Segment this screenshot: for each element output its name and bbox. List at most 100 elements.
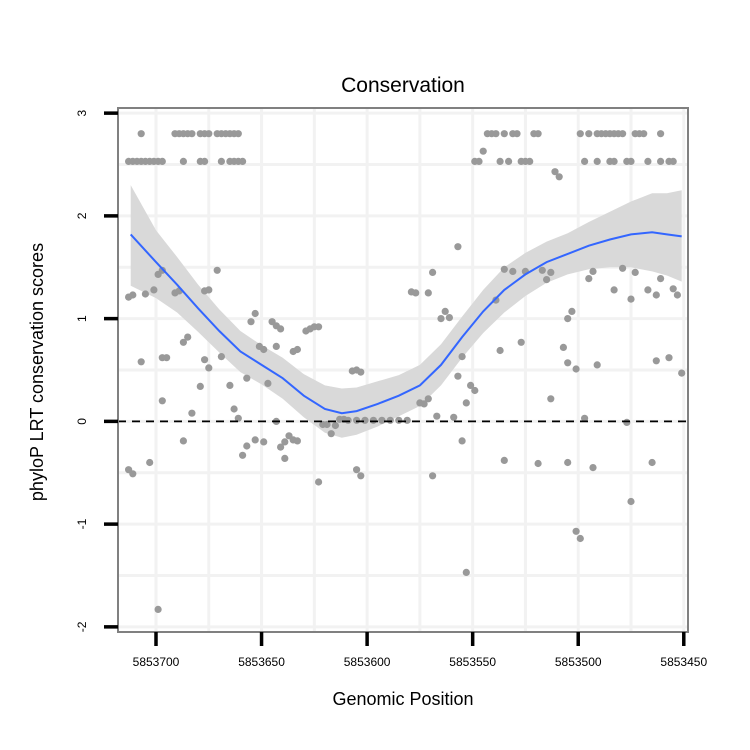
data-point <box>323 420 331 429</box>
data-point <box>631 268 639 276</box>
y-axis-label: phyloP LRT conservation scores <box>27 243 47 501</box>
data-point <box>678 369 686 377</box>
data-point <box>129 291 137 299</box>
data-point <box>517 338 525 346</box>
data-point <box>184 333 192 341</box>
panel-border <box>117 107 689 633</box>
data-point <box>534 130 542 138</box>
data-point <box>344 416 352 424</box>
data-point <box>179 157 187 165</box>
data-point <box>500 130 508 138</box>
data-point <box>657 157 665 165</box>
data-point <box>564 359 572 367</box>
data-point <box>467 381 475 389</box>
data-point <box>315 323 323 331</box>
chart-title: Conservation <box>341 74 465 97</box>
data-point <box>146 458 154 467</box>
data-point <box>412 289 420 297</box>
data-point <box>361 416 369 424</box>
data-point <box>234 414 242 422</box>
data-point <box>462 399 470 407</box>
data-point <box>462 568 470 577</box>
data-point <box>277 443 285 451</box>
data-point <box>496 157 504 165</box>
data-point <box>201 157 209 165</box>
smooth-trend <box>129 231 682 415</box>
data-point <box>492 130 500 138</box>
data-point <box>559 343 568 351</box>
data-point <box>610 157 618 165</box>
data-point <box>403 416 411 424</box>
data-point <box>205 130 213 138</box>
data-point <box>585 275 593 283</box>
data-point <box>243 442 251 450</box>
data-point <box>217 157 225 165</box>
data-point <box>260 345 268 354</box>
x-tick-label: 5853450 <box>660 655 707 669</box>
data-point <box>669 285 677 293</box>
data-point <box>315 478 323 486</box>
data-point <box>500 456 508 464</box>
smooth-line <box>129 231 682 415</box>
data-point <box>585 130 593 138</box>
data-point <box>454 372 462 380</box>
data-point <box>213 266 221 274</box>
data-point <box>593 361 601 369</box>
data-point <box>652 291 660 299</box>
data-point <box>551 168 559 176</box>
data-point <box>538 266 546 274</box>
data-point <box>179 338 187 346</box>
data-point <box>150 286 158 294</box>
data-point <box>543 276 551 284</box>
y-tick-label: 1 <box>75 315 89 322</box>
data-point <box>657 130 665 138</box>
data-point <box>260 438 268 446</box>
data-point <box>581 157 589 165</box>
data-point <box>247 318 255 326</box>
data-point <box>234 130 242 138</box>
data-point <box>433 412 441 420</box>
data-point <box>652 357 660 365</box>
data-point <box>281 438 289 446</box>
data-point <box>547 395 555 403</box>
x-tick-label: 5853500 <box>555 655 602 669</box>
data-point <box>230 405 238 413</box>
data-point <box>627 497 635 506</box>
data-point <box>158 157 166 165</box>
y-tick-label: 3 <box>75 109 89 116</box>
data-point <box>277 325 285 333</box>
data-point <box>572 365 580 373</box>
data-point <box>424 395 432 403</box>
data-point <box>581 414 589 422</box>
data-point <box>568 307 576 315</box>
data-point <box>429 268 437 276</box>
data-point <box>496 346 504 355</box>
data-point <box>239 451 247 459</box>
data-point <box>357 368 365 376</box>
data-point <box>644 286 652 294</box>
data-point <box>205 364 213 372</box>
y-tick-label: -1 <box>75 518 89 529</box>
data-point <box>243 374 251 382</box>
data-point <box>369 416 377 424</box>
data-point <box>471 386 479 395</box>
data-point <box>205 286 213 294</box>
confidence-band <box>130 185 682 438</box>
data-point <box>357 472 365 480</box>
data-point <box>665 354 673 362</box>
data-point <box>500 265 508 273</box>
data-point <box>564 458 572 467</box>
data-point <box>158 397 166 405</box>
y-tick-label: -2 <box>75 621 89 632</box>
data-point <box>619 130 627 138</box>
data-point <box>555 173 563 181</box>
data-point <box>129 470 137 478</box>
data-point <box>458 437 466 445</box>
y-axis: -2 -1 0 1 2 3 <box>75 109 118 632</box>
y-tick-label: 0 <box>75 418 89 425</box>
data-point <box>589 267 597 275</box>
data-point <box>264 379 272 387</box>
data-point <box>429 472 437 480</box>
data-point <box>458 353 466 361</box>
